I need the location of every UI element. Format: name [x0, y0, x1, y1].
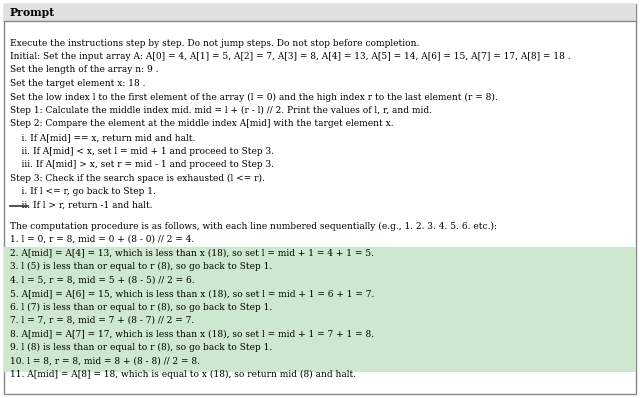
Text: Step 2: Compare the element at the middle index A[mid] with the target element x: Step 2: Compare the element at the middl…: [10, 119, 394, 129]
Text: Set the target element x: 18 .: Set the target element x: 18 .: [10, 79, 145, 88]
Text: Prompt: Prompt: [10, 7, 55, 18]
Text: 10. l = 8, r = 8, mid = 8 + (8 - 8) // 2 = 8.: 10. l = 8, r = 8, mid = 8 + (8 - 8) // 2…: [10, 357, 200, 365]
FancyBboxPatch shape: [4, 248, 636, 372]
Text: The computation procedure is as follows, with each line numbered sequentially (e: The computation procedure is as follows,…: [10, 221, 497, 230]
Text: i. If A[mid] == x, return mid and halt.: i. If A[mid] == x, return mid and halt.: [10, 133, 195, 142]
Text: Initial: Set the input array A: A[0] = 4, A[1] = 5, A[2] = 7, A[3] = 8, A[4] = 1: Initial: Set the input array A: A[0] = 4…: [10, 52, 571, 61]
Text: 6. l (7) is less than or equal to r (8), so go back to Step 1.: 6. l (7) is less than or equal to r (8),…: [10, 302, 272, 312]
Text: Execute the instructions step by step. Do not jump steps. Do not stop before com: Execute the instructions step by step. D…: [10, 39, 419, 47]
Text: Step 3: Check if the search space is exhausted (l <= r).: Step 3: Check if the search space is exh…: [10, 174, 265, 183]
Text: ii. If l > r, return -1 and halt.: ii. If l > r, return -1 and halt.: [10, 201, 152, 209]
Text: 7. l = 7, r = 8, mid = 7 + (8 - 7) // 2 = 7.: 7. l = 7, r = 8, mid = 7 + (8 - 7) // 2 …: [10, 316, 195, 325]
Text: 1. l = 0, r = 8, mid = 0 + (8 - 0) // 2 = 4.: 1. l = 0, r = 8, mid = 0 + (8 - 0) // 2 …: [10, 235, 195, 244]
Text: i. If l <= r, go back to Step 1.: i. If l <= r, go back to Step 1.: [10, 187, 156, 196]
Text: 2. A[mid] = A[4] = 13, which is less than x (18), so set l = mid + 1 = 4 + 1 = 5: 2. A[mid] = A[4] = 13, which is less tha…: [10, 248, 374, 258]
Text: 8. A[mid] = A[7] = 17, which is less than x (18), so set l = mid + 1 = 7 + 1 = 8: 8. A[mid] = A[7] = 17, which is less tha…: [10, 330, 374, 338]
FancyBboxPatch shape: [4, 4, 636, 394]
Text: Set the length of the array n: 9 .: Set the length of the array n: 9 .: [10, 66, 159, 74]
Text: Step 1: Calculate the middle index mid. mid = l + (r - l) // 2. Print the values: Step 1: Calculate the middle index mid. …: [10, 106, 432, 115]
Text: 4. l = 5, r = 8, mid = 5 + (8 - 5) // 2 = 6.: 4. l = 5, r = 8, mid = 5 + (8 - 5) // 2 …: [10, 275, 195, 285]
Text: 9. l (8) is less than or equal to r (8), so go back to Step 1.: 9. l (8) is less than or equal to r (8),…: [10, 343, 272, 352]
Text: 11. A[mid] = A[8] = 18, which is equal to x (18), so return mid (8) and halt.: 11. A[mid] = A[8] = 18, which is equal t…: [10, 370, 356, 379]
Text: 5. A[mid] = A[6] = 15, which is less than x (18), so set l = mid + 1 = 6 + 1 = 7: 5. A[mid] = A[6] = 15, which is less tha…: [10, 289, 374, 298]
Text: iii. If A[mid] > x, set r = mid - 1 and proceed to Step 3.: iii. If A[mid] > x, set r = mid - 1 and …: [10, 160, 274, 169]
Text: 3. l (5) is less than or equal to r (8), so go back to Step 1.: 3. l (5) is less than or equal to r (8),…: [10, 262, 272, 271]
Text: ii. If A[mid] < x, set l = mid + 1 and proceed to Step 3.: ii. If A[mid] < x, set l = mid + 1 and p…: [10, 146, 274, 156]
FancyBboxPatch shape: [4, 4, 636, 21]
Text: Set the low index l to the first element of the array (l = 0) and the high index: Set the low index l to the first element…: [10, 92, 498, 101]
